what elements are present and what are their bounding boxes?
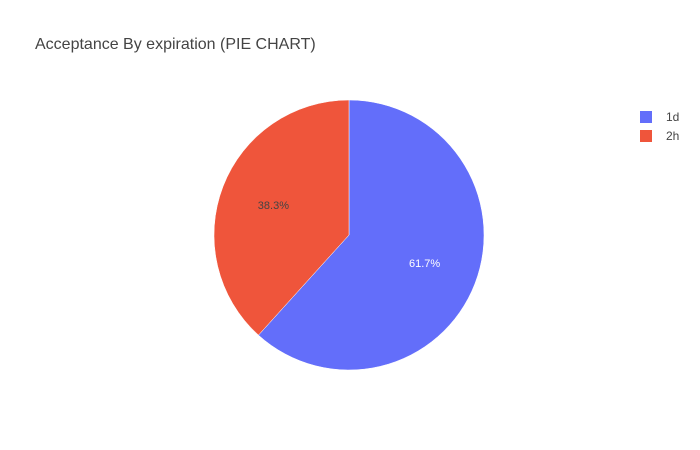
legend[interactable]: 1d 2h: [617, 107, 679, 145]
chart-title: Acceptance By expiration (PIE CHART): [35, 36, 316, 53]
slice-label-1d: 61.7%: [409, 258, 440, 270]
legend-label: 1d: [666, 109, 680, 124]
legend-item-2h[interactable]: 2h: [617, 126, 679, 145]
slice-label-2h: 38.3%: [258, 200, 289, 212]
legend-swatch: [640, 110, 652, 123]
legend-label: 2h: [666, 128, 680, 143]
legend-item-1d[interactable]: 1d: [617, 107, 679, 126]
pie-slice-1d[interactable]: [258, 99, 485, 371]
pie-slice-2h[interactable]: [213, 99, 350, 336]
legend-swatch: [640, 129, 652, 142]
